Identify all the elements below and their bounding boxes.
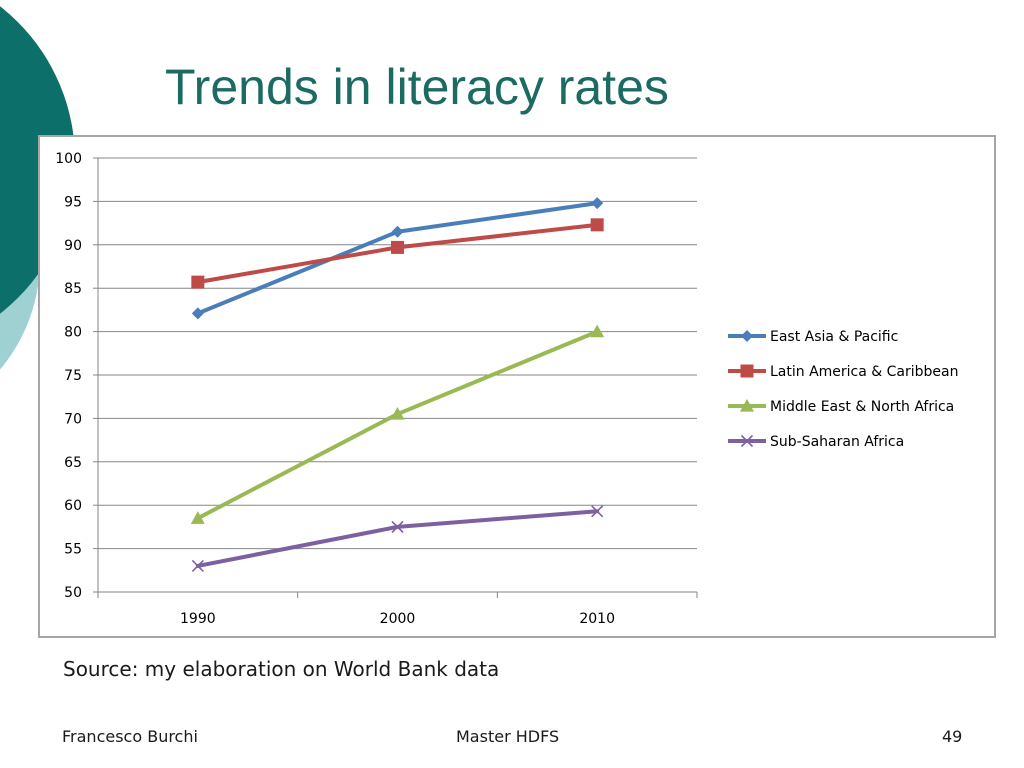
source-note: Source: my elaboration on World Bank dat… xyxy=(63,657,500,681)
y-tick-label-55: 55 xyxy=(64,542,82,558)
y-tick-label-80: 80 xyxy=(64,325,82,341)
point-latin-america-and-caribbean-1990 xyxy=(191,275,205,289)
y-tick-label-65: 65 xyxy=(64,455,82,471)
point-sub-saharan-africa-2000 xyxy=(391,520,404,533)
legend-label-sub-saharan-africa: Sub-Saharan Africa xyxy=(770,434,904,450)
legend-marker-sub-saharan-africa xyxy=(740,434,754,448)
point-middle-east-and-north-africa-2010 xyxy=(590,324,605,338)
footer-course: Master HDFS xyxy=(456,727,560,746)
x-tick-label-2010: 2010 xyxy=(579,611,615,627)
y-tick-label-50: 50 xyxy=(64,585,82,601)
legend-label-middle-east-and-north-africa: Middle East & North Africa xyxy=(770,399,954,415)
point-middle-east-and-north-africa-1990 xyxy=(190,511,205,524)
point-middle-east-and-north-africa-2000 xyxy=(390,407,405,420)
y-tick-label-60: 60 xyxy=(64,498,82,514)
y-tick-label-100: 100 xyxy=(55,151,82,167)
y-tick-label-85: 85 xyxy=(64,281,82,297)
point-east-asia-and-pacific-2010 xyxy=(591,197,604,210)
legend-label-east-asia-and-pacific: East Asia & Pacific xyxy=(770,329,898,345)
series-line-sub-saharan-africa xyxy=(195,509,600,568)
series-line-middle-east-and-north-africa xyxy=(195,329,600,521)
y-tick-label-75: 75 xyxy=(64,368,82,384)
point-east-asia-and-pacific-2000 xyxy=(391,225,404,238)
x-tick-label-2000: 2000 xyxy=(380,611,416,627)
footer-author: Francesco Burchi xyxy=(62,727,198,746)
x-tick-label-1990: 1990 xyxy=(180,611,216,627)
point-sub-saharan-africa-2010 xyxy=(591,505,604,518)
point-latin-america-and-caribbean-2000 xyxy=(391,240,404,254)
y-tick-label-95: 95 xyxy=(64,194,82,210)
legend-marker-latin-america-and-caribbean xyxy=(740,364,754,378)
y-tick-label-70: 70 xyxy=(64,411,82,427)
legend-marker-middle-east-and-north-africa xyxy=(740,399,754,412)
point-sub-saharan-africa-1990 xyxy=(191,559,204,573)
chart-frame: 50 55 60 65 70 75 80 85 90 95 100 1990 2000 2010 East … xyxy=(38,135,996,638)
legend-label-latin-america-and-caribbean: Latin America & Caribbean xyxy=(770,364,959,380)
legend-marker-east-asia-and-pacific xyxy=(741,330,753,342)
literacy-line-chart: 50 55 60 65 70 75 80 85 90 95 100 1990 2000 2010 East … xyxy=(55,151,959,627)
point-east-asia-and-pacific-1990 xyxy=(191,307,204,320)
series-line-east-asia-and-pacific xyxy=(195,201,600,316)
point-latin-america-and-caribbean-2010 xyxy=(590,218,604,232)
y-tick-label-90: 90 xyxy=(64,238,82,254)
page-number: 49 xyxy=(942,727,963,746)
slide-title: Trends in literacy rates xyxy=(165,59,669,115)
